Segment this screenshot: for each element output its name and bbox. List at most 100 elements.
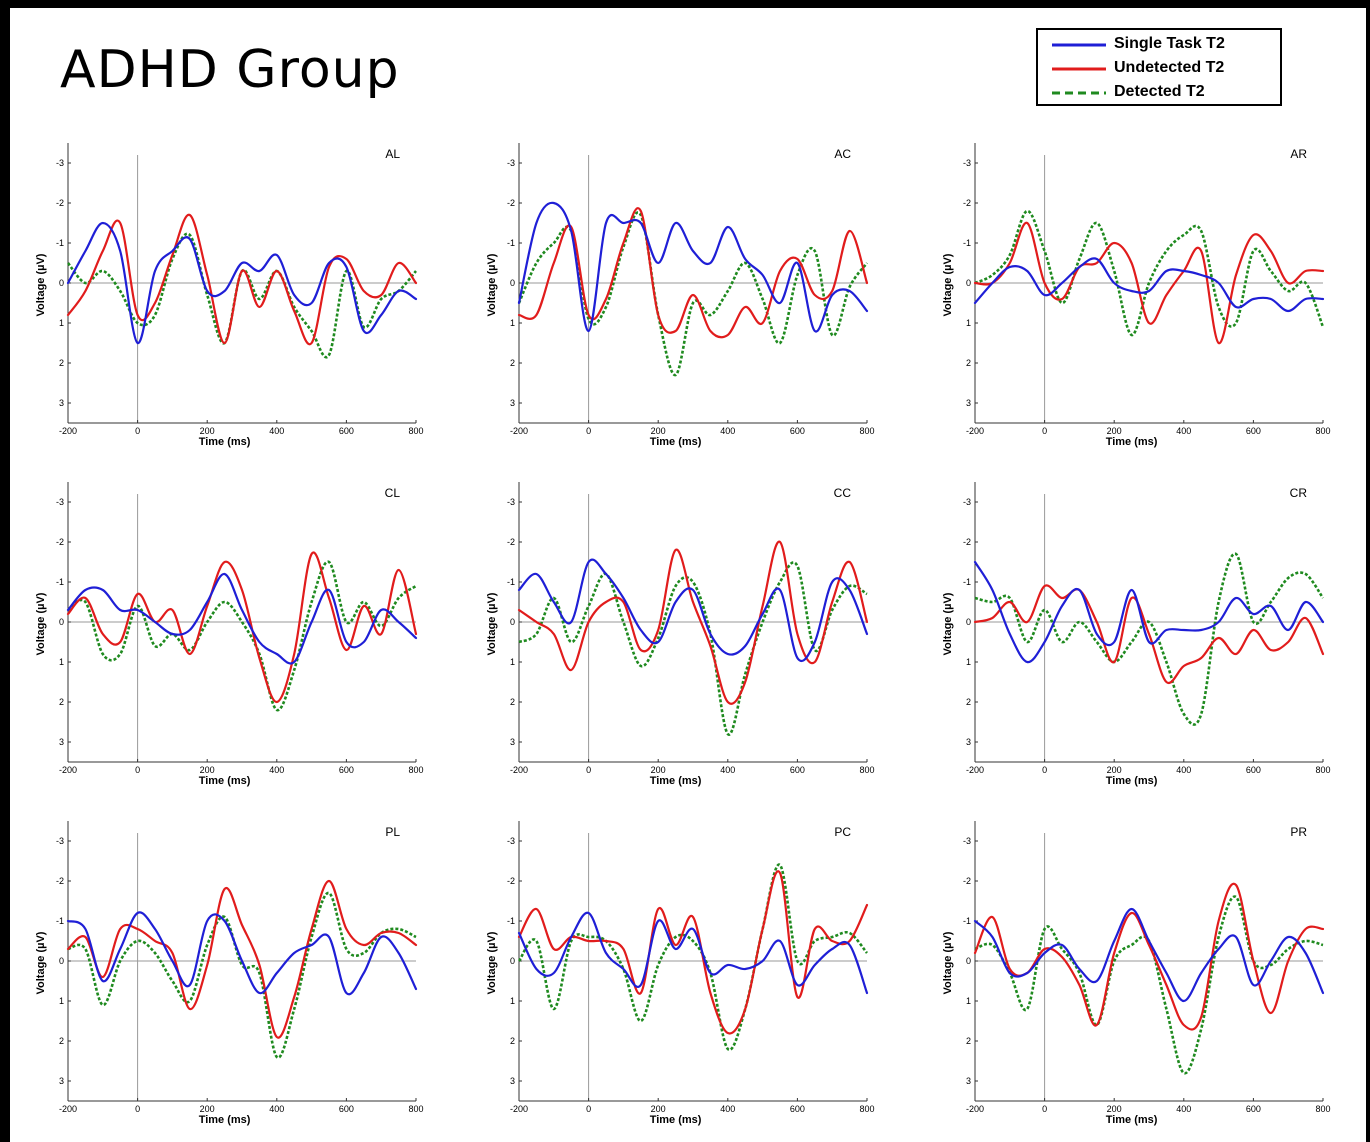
series-undetected-t2-cr bbox=[973, 584, 1325, 685]
x-tick-label: 200 bbox=[651, 426, 666, 436]
legend-item-detected: Detected T2 bbox=[1038, 83, 1280, 108]
series-detected-t2-ar bbox=[974, 209, 1325, 337]
series-detected-t2-ac bbox=[517, 211, 869, 377]
y-tick-label: 1 bbox=[966, 318, 971, 328]
x-tick-label: 0 bbox=[1042, 426, 1047, 436]
x-axis-label: Time (ms) bbox=[650, 775, 702, 787]
y-tick-label: 1 bbox=[59, 996, 64, 1006]
y-tick-label: 3 bbox=[966, 737, 971, 747]
legend: Single Task T2 Undetected T2 Detected T2 bbox=[1036, 28, 1282, 106]
x-tick-label: 200 bbox=[651, 765, 666, 775]
y-tick-label: -1 bbox=[507, 577, 515, 587]
y-tick-label: 3 bbox=[510, 398, 515, 408]
legend-item-single-task: Single Task T2 bbox=[1038, 35, 1280, 60]
legend-item-undetected: Undetected T2 bbox=[1038, 59, 1280, 84]
series-undetected-t2-cc bbox=[517, 540, 869, 705]
legend-swatch-detected bbox=[1052, 91, 1106, 95]
y-tick-label: 2 bbox=[966, 697, 971, 707]
legend-swatch-undetected bbox=[1052, 67, 1106, 71]
y-tick-label: -1 bbox=[963, 916, 971, 926]
y-axis-label: Voltage (µV) bbox=[942, 931, 954, 994]
series-single-task-t2-al bbox=[66, 221, 418, 345]
x-tick-label: -200 bbox=[966, 426, 984, 436]
y-axis-label: Voltage (µV) bbox=[35, 931, 47, 994]
x-tick-label: 200 bbox=[651, 1104, 666, 1114]
y-tick-label: 2 bbox=[59, 697, 64, 707]
x-tick-label: 600 bbox=[790, 426, 805, 436]
y-tick-label: -3 bbox=[507, 836, 515, 846]
x-tick-label: 0 bbox=[1042, 765, 1047, 775]
series-detected-t2-cc bbox=[518, 561, 868, 736]
y-tick-label: 0 bbox=[59, 278, 64, 288]
x-tick-label: -200 bbox=[59, 765, 77, 775]
series-single-task-t2-ar bbox=[973, 257, 1325, 313]
x-tick-label: 600 bbox=[339, 1104, 354, 1114]
x-tick-label: 0 bbox=[1042, 1104, 1047, 1114]
series-detected-t2-pr bbox=[974, 895, 1324, 1075]
x-tick-label: -200 bbox=[966, 1104, 984, 1114]
x-tick-label: 400 bbox=[269, 426, 284, 436]
x-axis-label: Time (ms) bbox=[1106, 1114, 1158, 1126]
y-tick-label: 2 bbox=[966, 1036, 971, 1046]
series-undetected-t2-ac bbox=[517, 207, 869, 339]
y-axis-label: Voltage (µV) bbox=[486, 253, 498, 316]
legend-swatch-single-task bbox=[1052, 43, 1106, 47]
x-tick-label: 0 bbox=[586, 765, 591, 775]
y-tick-label: -2 bbox=[56, 537, 64, 547]
y-tick-label: 0 bbox=[59, 956, 64, 966]
y-tick-label: 3 bbox=[59, 398, 64, 408]
series-single-task-t2-pr bbox=[973, 907, 1325, 1003]
panel-title: PR bbox=[1290, 825, 1307, 839]
y-tick-label: 2 bbox=[966, 358, 971, 368]
series-detected-t2-pc bbox=[517, 863, 869, 1052]
y-tick-label: 1 bbox=[59, 657, 64, 667]
x-axis-label: Time (ms) bbox=[650, 436, 702, 448]
y-tick-label: 0 bbox=[966, 617, 971, 627]
y-tick-label: -2 bbox=[507, 876, 515, 886]
y-tick-label: 1 bbox=[510, 318, 515, 328]
y-tick-label: -2 bbox=[507, 198, 515, 208]
y-tick-label: 1 bbox=[966, 996, 971, 1006]
series-undetected-t2-ar bbox=[973, 221, 1325, 345]
x-tick-label: 600 bbox=[790, 765, 805, 775]
x-tick-label: -200 bbox=[510, 1104, 528, 1114]
x-tick-label: 400 bbox=[1176, 426, 1191, 436]
y-tick-label: 2 bbox=[510, 358, 515, 368]
y-axis-label: Voltage (µV) bbox=[942, 253, 954, 316]
x-tick-label: 0 bbox=[135, 1104, 140, 1114]
series-detected-t2-cr bbox=[974, 552, 1325, 726]
panel-title: AL bbox=[385, 147, 400, 161]
x-tick-label: 600 bbox=[1246, 765, 1261, 775]
x-tick-label: 800 bbox=[408, 426, 423, 436]
x-axis-label: Time (ms) bbox=[650, 1114, 702, 1126]
x-axis-label: Time (ms) bbox=[199, 436, 251, 448]
y-axis-label: Voltage (µV) bbox=[486, 592, 498, 655]
y-tick-label: -1 bbox=[507, 238, 515, 248]
x-tick-label: -200 bbox=[510, 765, 528, 775]
x-tick-label: 800 bbox=[1315, 1104, 1330, 1114]
x-tick-label: 800 bbox=[408, 1104, 423, 1114]
y-tick-label: 3 bbox=[59, 737, 64, 747]
panel-title: CL bbox=[385, 486, 401, 500]
panel-title: AC bbox=[834, 147, 851, 161]
y-tick-label: -1 bbox=[507, 916, 515, 926]
y-axis-label: Voltage (µV) bbox=[35, 592, 47, 655]
x-tick-label: 800 bbox=[408, 765, 423, 775]
x-tick-label: 400 bbox=[269, 1104, 284, 1114]
y-tick-label: -1 bbox=[963, 238, 971, 248]
x-tick-label: 800 bbox=[859, 1104, 874, 1114]
series-undetected-t2-pl bbox=[66, 879, 418, 1039]
x-tick-label: 800 bbox=[859, 765, 874, 775]
panel-cr: -3 -2 -1 0 1 2 3 -200 0 200 400 600 800 Time (ms) Volt… bbox=[942, 482, 1331, 787]
panel-ac: -3 -2 -1 0 1 2 3 -200 0 200 400 600 800 Time (ms) Volt… bbox=[486, 143, 875, 448]
panel-cc: -3 -2 -1 0 1 2 3 -200 0 200 400 600 800 Time (ms) Volt… bbox=[486, 482, 875, 787]
y-tick-label: -3 bbox=[56, 158, 64, 168]
y-tick-label: 3 bbox=[510, 737, 515, 747]
x-axis-label: Time (ms) bbox=[1106, 775, 1158, 787]
x-tick-label: 0 bbox=[586, 426, 591, 436]
x-tick-label: 400 bbox=[269, 765, 284, 775]
y-tick-label: -2 bbox=[56, 876, 64, 886]
x-tick-label: 200 bbox=[1107, 426, 1122, 436]
y-tick-label: 0 bbox=[510, 617, 515, 627]
